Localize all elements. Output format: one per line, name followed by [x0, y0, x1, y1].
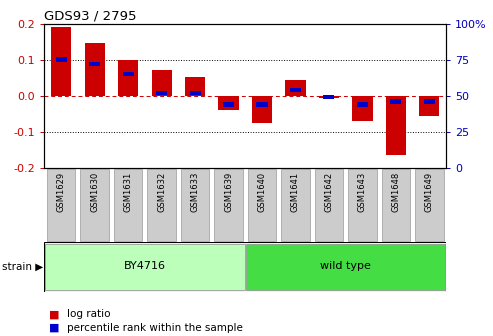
Text: GSM1642: GSM1642: [324, 172, 333, 212]
Bar: [290, 88, 301, 92]
Text: ■: ■: [49, 323, 60, 333]
Bar: [420, 96, 439, 116]
Bar: [424, 99, 435, 104]
Text: log ratio: log ratio: [67, 309, 110, 319]
Bar: [123, 72, 134, 76]
Text: GSM1640: GSM1640: [257, 172, 267, 212]
Bar: [382, 169, 410, 241]
Bar: [51, 27, 71, 96]
Bar: [357, 102, 368, 107]
Bar: [252, 96, 272, 123]
Bar: [390, 99, 401, 104]
Text: GDS93 / 2795: GDS93 / 2795: [44, 9, 137, 23]
Text: wild type: wild type: [320, 261, 371, 271]
Text: strain ▶: strain ▶: [2, 262, 44, 272]
Bar: [246, 245, 446, 290]
Bar: [214, 169, 243, 241]
Bar: [282, 169, 310, 241]
Text: ■: ■: [49, 309, 60, 319]
Bar: [114, 169, 142, 241]
Text: GSM1630: GSM1630: [90, 172, 99, 212]
Text: GSM1649: GSM1649: [425, 172, 434, 212]
Bar: [89, 62, 100, 66]
Bar: [47, 169, 75, 241]
Bar: [85, 43, 105, 96]
Bar: [80, 169, 109, 241]
Bar: [118, 60, 138, 96]
Bar: [151, 70, 172, 96]
Bar: [189, 91, 201, 95]
Text: GSM1641: GSM1641: [291, 172, 300, 212]
Bar: [352, 96, 373, 121]
Bar: [45, 245, 245, 290]
Text: GSM1632: GSM1632: [157, 172, 166, 212]
Text: GSM1629: GSM1629: [57, 172, 66, 212]
Text: GSM1643: GSM1643: [358, 172, 367, 212]
Text: GSM1648: GSM1648: [391, 172, 400, 212]
Bar: [223, 102, 234, 107]
Text: GSM1639: GSM1639: [224, 172, 233, 212]
Bar: [156, 91, 167, 95]
Text: percentile rank within the sample: percentile rank within the sample: [67, 323, 243, 333]
Text: BY4716: BY4716: [124, 261, 166, 271]
Bar: [248, 169, 276, 241]
Bar: [285, 80, 306, 96]
Text: GSM1631: GSM1631: [124, 172, 133, 212]
Text: GSM1633: GSM1633: [190, 172, 200, 212]
Bar: [386, 96, 406, 155]
Bar: [185, 77, 205, 96]
Bar: [348, 169, 377, 241]
Bar: [319, 96, 339, 97]
Bar: [315, 169, 343, 241]
Bar: [56, 57, 67, 62]
Bar: [147, 169, 176, 241]
Bar: [256, 102, 268, 107]
Bar: [218, 96, 239, 110]
Bar: [415, 169, 444, 241]
Bar: [181, 169, 209, 241]
Bar: [323, 95, 334, 99]
